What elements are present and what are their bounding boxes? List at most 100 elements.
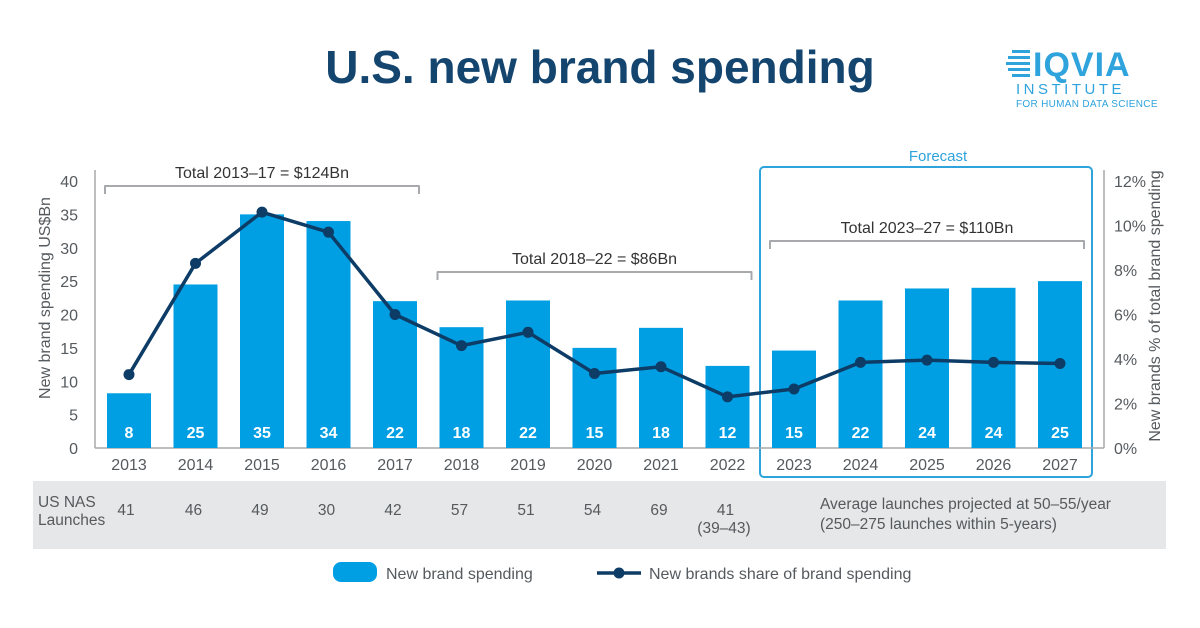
share-point-2024	[855, 356, 866, 368]
share-point-2019	[522, 326, 534, 338]
bar-2016	[306, 221, 351, 448]
y-tick-10: 10	[60, 374, 78, 391]
launches-2015: 49	[251, 502, 268, 519]
total-label-2: Total 2018–22 = $86Bn	[512, 251, 677, 268]
bar-2023	[772, 350, 816, 448]
total-label-1: Total 2013–17 = $124Bn	[175, 165, 349, 182]
bars	[107, 214, 1082, 448]
launches-2021: 69	[650, 502, 667, 519]
legend-bar-swatch	[333, 562, 377, 582]
bar-label-2018: 18	[453, 425, 471, 442]
legend-line-marker	[613, 567, 625, 579]
launches-projection-line1: Average launches projected at 50–55/year	[820, 496, 1111, 513]
x-tick-2013: 2013	[111, 457, 147, 474]
bar-label-2013: 8	[125, 425, 134, 442]
bar-label-2017: 22	[386, 425, 404, 442]
launches-2017: 42	[384, 502, 401, 519]
y2-tick-1: 2%	[1114, 397, 1137, 414]
y-axis-right-ticks: 0% 2% 4% 6% 8% 10% 12%	[1114, 174, 1146, 458]
share-point-2017	[389, 309, 401, 320]
share-point-2018	[456, 340, 467, 352]
page-title: U.S. new brand spending	[325, 41, 874, 93]
share-point-2020	[589, 367, 600, 379]
bar-label-2027: 25	[1051, 425, 1069, 442]
y2-tick-2: 4%	[1114, 352, 1137, 369]
bar-label-2026: 24	[985, 425, 1003, 442]
launches-2020: 54	[584, 502, 602, 519]
bar-labels: 8 25 35 34 22 18 22 15 18 12 15 22 24 24 25	[125, 425, 1069, 442]
y-tick-25: 25	[60, 274, 78, 291]
bar-label-2020: 15	[586, 425, 604, 442]
x-tick-2025: 2025	[909, 457, 945, 474]
x-tick-2020: 2020	[577, 457, 613, 474]
bar-label-2021: 18	[652, 425, 670, 442]
x-tick-2019: 2019	[510, 457, 546, 474]
y-axis-left-label: New brand spending US$Bn	[37, 197, 54, 399]
bar-2013	[107, 393, 151, 448]
bar-label-2019: 22	[519, 425, 537, 442]
y-tick-35: 35	[60, 207, 78, 224]
bar-label-2024: 22	[852, 425, 870, 442]
y2-tick-0: 0%	[1114, 441, 1137, 458]
x-tick-2017: 2017	[377, 457, 413, 474]
iqvia-logo: IQVIA INSTITUTE FOR HUMAN DATA SCIENCE	[1006, 46, 1158, 110]
bar-label-2023: 15	[785, 425, 803, 442]
y-tick-20: 20	[60, 308, 78, 325]
bar-2019	[506, 300, 550, 448]
bar-2025	[905, 288, 949, 448]
launches-2019: 51	[517, 502, 534, 519]
bar-2021	[639, 327, 683, 448]
launches-range-note: (39–43)	[697, 520, 750, 537]
legend: New brand spending New brands share of b…	[333, 562, 911, 583]
bar-label-2016: 34	[320, 425, 338, 442]
period-total-brackets: Total 2013–17 = $124Bn Total 2018–22 = $8…	[104, 165, 1085, 280]
y-tick-40: 40	[60, 174, 78, 191]
total-label-3: Total 2023–27 = $110Bn	[841, 220, 1014, 237]
share-point-2014	[190, 257, 201, 269]
x-tick-2018: 2018	[444, 457, 480, 474]
launches-2014: 46	[185, 502, 202, 519]
x-tick-2016: 2016	[311, 457, 347, 474]
bar-label-2022: 12	[719, 425, 737, 442]
share-point-2025	[921, 354, 933, 366]
launches-label-line2: Launches	[38, 512, 105, 529]
y-tick-15: 15	[60, 341, 78, 358]
bar-label-2015: 35	[253, 425, 271, 442]
y-tick-30: 30	[60, 241, 78, 258]
y-tick-5: 5	[69, 408, 78, 425]
x-tick-2014: 2014	[178, 457, 214, 474]
bar-label-2025: 24	[918, 425, 936, 442]
launches-band	[33, 481, 1166, 549]
x-tick-2023: 2023	[776, 457, 812, 474]
share-point-2027	[1054, 357, 1066, 369]
bar-2022	[705, 365, 750, 448]
launches-2022: 41	[717, 502, 734, 519]
launches-2018: 57	[451, 502, 468, 519]
y2-tick-3: 6%	[1114, 308, 1137, 325]
bar-2014	[173, 284, 218, 448]
launches-2016: 30	[318, 502, 336, 519]
launches-2013: 41	[117, 502, 134, 519]
share-point-2016	[323, 226, 334, 238]
total-bracket-3	[769, 240, 1085, 249]
y2-tick-6: 12%	[1114, 174, 1146, 191]
x-tick-2021: 2021	[643, 457, 679, 474]
share-point-2026	[988, 356, 999, 368]
share-point-2021	[655, 361, 667, 373]
total-bracket-1	[104, 185, 420, 194]
bar-2015	[240, 214, 284, 448]
forecast-box	[759, 166, 1093, 478]
share-point-2023	[788, 383, 800, 395]
logo-subtitle: INSTITUTE	[1016, 81, 1125, 98]
bar-label-2014: 25	[187, 425, 205, 442]
x-tick-2015: 2015	[244, 457, 280, 474]
launches-projection-line2: (250–275 launches within 5-years)	[820, 516, 1057, 533]
y2-tick-5: 10%	[1114, 219, 1146, 236]
logo-tagline: FOR HUMAN DATA SCIENCE	[1016, 99, 1158, 110]
x-tick-2022: 2022	[710, 457, 746, 474]
share-point-2022	[722, 391, 733, 403]
share-line-series	[123, 206, 1066, 403]
y-axis-left-ticks: 0 5 10 15 20 25 30 35 40	[60, 174, 78, 458]
bar-2026	[971, 287, 1016, 448]
